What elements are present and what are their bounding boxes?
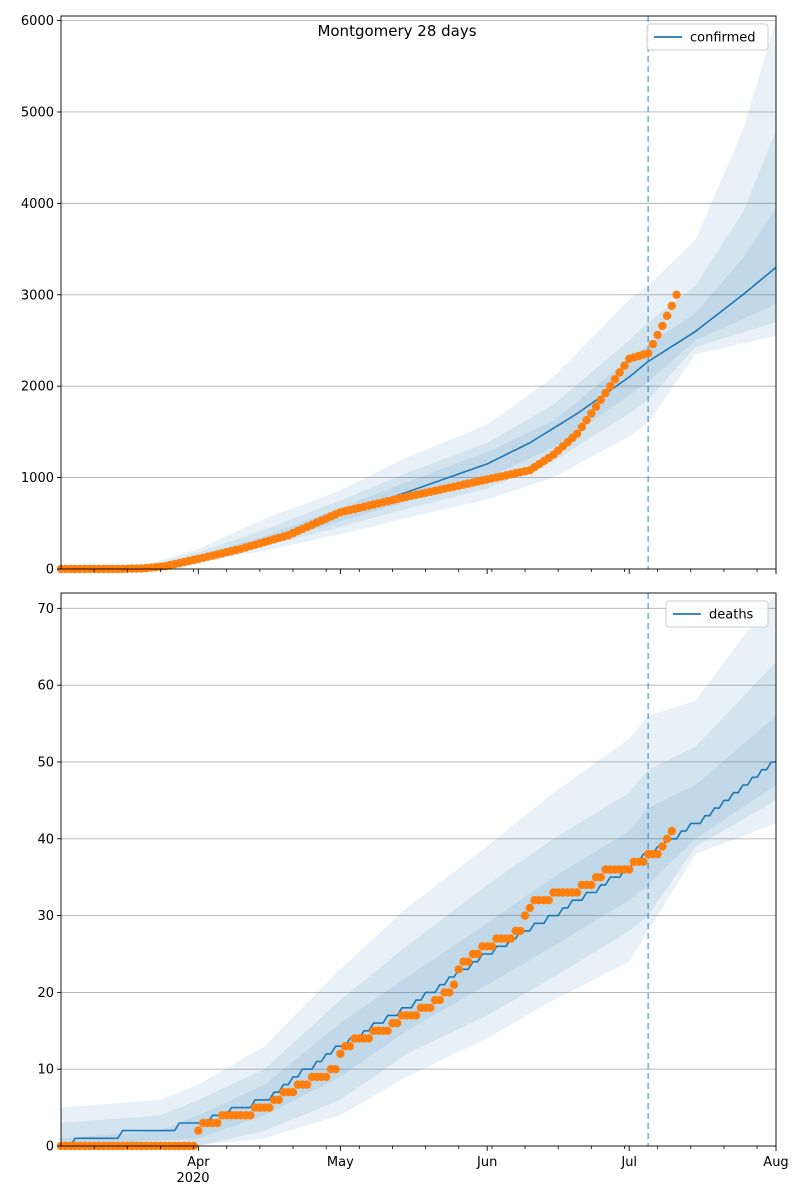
legend-label: confirmed	[690, 31, 756, 46]
observed-point	[506, 934, 515, 943]
observed-point	[393, 1018, 402, 1028]
observed-point	[487, 942, 497, 951]
observed-point	[625, 865, 634, 874]
observed-point	[336, 1049, 345, 1059]
observed-point	[464, 957, 473, 966]
observed-point	[322, 1072, 331, 1082]
observed-point	[246, 1111, 255, 1120]
y-tick-label: 70	[37, 602, 54, 617]
x-tick-label: Apr	[187, 1155, 210, 1170]
observed-point	[591, 402, 601, 411]
uncertainty-band-2	[61, 662, 776, 1146]
observed-point	[265, 1103, 274, 1112]
y-tick-label: 5000	[21, 105, 54, 120]
y-tick-label: 6000	[21, 14, 54, 29]
observed-point	[572, 888, 582, 897]
legend: deaths	[665, 600, 769, 628]
observed-point	[572, 429, 582, 438]
observed-point	[364, 1034, 373, 1043]
observed-point	[644, 349, 653, 358]
x-tick-label: Jul	[620, 1155, 637, 1170]
y-tick-label: 30	[37, 909, 54, 924]
uncertainty-band-2	[61, 130, 776, 570]
axes-frame	[60, 15, 777, 570]
observed-point	[596, 395, 605, 405]
observed-point	[454, 965, 463, 974]
observed-point	[667, 301, 676, 310]
x-tick-label: Jun	[476, 1155, 497, 1170]
observed-point	[662, 834, 672, 843]
observed-point	[653, 330, 662, 340]
y-tick-label: 60	[37, 679, 54, 694]
deaths-panel: 0 10 20 30 40 50 60 70 Apr May Jun Jul Aug deaths	[37, 592, 789, 1170]
observed-point	[658, 842, 667, 851]
y-tick-label: 20	[37, 986, 54, 1001]
observed-point	[449, 980, 459, 989]
observed-point	[288, 1088, 298, 1097]
observed-point	[658, 321, 667, 331]
observed-point	[274, 1095, 283, 1105]
observed-point	[620, 361, 629, 370]
observed-point	[672, 290, 681, 299]
observed-point	[648, 339, 658, 349]
y-tick-label: 0	[46, 563, 54, 578]
legend-label: deaths	[709, 608, 754, 623]
x-tick-label: Aug	[763, 1155, 788, 1170]
observed-point	[331, 1065, 340, 1074]
legend: confirmed	[646, 23, 769, 51]
observed-point	[544, 896, 553, 905]
y-tick-label: 50	[37, 755, 54, 770]
model-median-line	[61, 761, 776, 1147]
observed-point	[303, 1080, 312, 1089]
axes-frame	[60, 592, 777, 1147]
observed-point	[525, 903, 534, 913]
observed-point	[194, 1126, 203, 1135]
observed-point	[577, 422, 587, 432]
y-tick-label: 40	[37, 832, 54, 847]
y-tick-label: 10	[37, 1063, 54, 1078]
observed-point	[213, 1118, 222, 1128]
uncertainty-band-1	[61, 20, 776, 570]
observed-point	[662, 311, 672, 320]
x-year-label: 2020	[176, 1171, 209, 1186]
y-tick-label: 1000	[21, 471, 54, 486]
observed-point	[516, 926, 525, 936]
observed-point	[520, 911, 530, 920]
observed-point	[435, 995, 444, 1005]
y-tick-label: 2000	[21, 380, 54, 395]
observed-point	[615, 368, 624, 377]
observed-point	[345, 1042, 354, 1051]
observed-point	[639, 857, 648, 866]
observed-point	[667, 826, 676, 836]
observed-point	[582, 416, 591, 425]
observed-point	[653, 849, 662, 859]
observed-point	[587, 409, 596, 418]
observed-point	[411, 1011, 421, 1020]
observed-point	[473, 949, 482, 959]
observed-point	[610, 375, 620, 384]
observed-point	[587, 880, 596, 890]
y-tick-label: 3000	[21, 288, 54, 303]
chart-title: Montgomery 28 days	[317, 22, 476, 40]
confirmed-panel: 0 1000 2000 3000 4000 5000 6000 confirmed	[21, 14, 777, 578]
observed-point	[606, 382, 615, 391]
x-tick-label: May	[327, 1155, 354, 1170]
observed-point	[426, 1003, 435, 1012]
observed-point	[445, 988, 454, 997]
observed-point	[601, 388, 610, 398]
observed-point	[596, 873, 605, 882]
y-tick-label: 4000	[21, 197, 54, 212]
observed-point	[383, 1026, 392, 1036]
y-tick-label: 0	[46, 1140, 54, 1155]
